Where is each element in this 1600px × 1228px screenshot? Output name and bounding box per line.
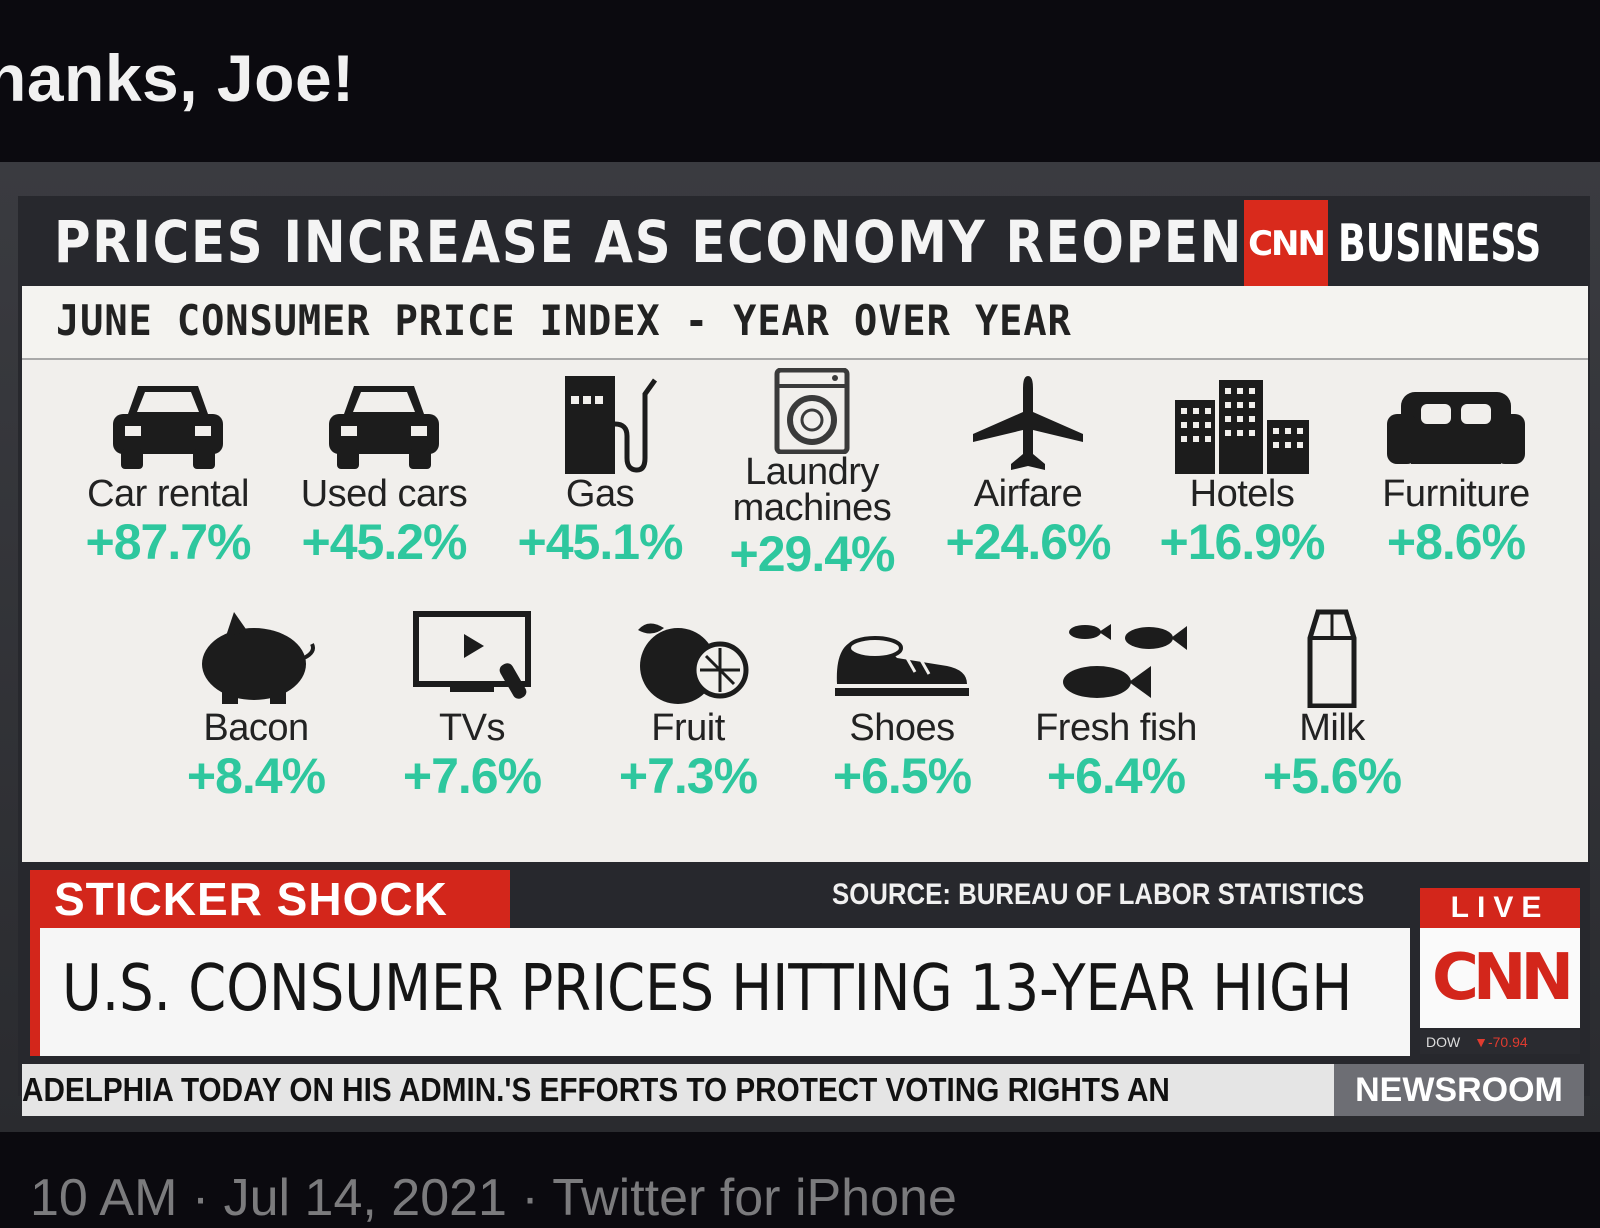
item-bacon: Bacon +8.4% [156, 608, 356, 804]
tv-icon [413, 611, 531, 699]
dow-ticker: DOW ▼-70.94 [1420, 1030, 1580, 1054]
headline-box: U.S. CONSUMER PRICES HITTING 13-YEAR HIG… [30, 928, 1410, 1056]
item-value: +24.6% [945, 514, 1112, 570]
item-value: +45.1% [517, 514, 684, 570]
item-label: Airfare [973, 473, 1083, 515]
cnn-business-logo: CNN [1244, 200, 1328, 288]
item-label: Car rental [87, 473, 249, 515]
item-value: +29.4% [729, 526, 896, 582]
item-hotels: Hotels +16.9% [1142, 374, 1342, 570]
item-label: Fresh fish [1035, 707, 1197, 749]
sofa-icon [1387, 392, 1525, 464]
chyron-tag: STICKER SHOCK [30, 870, 510, 928]
cnn-logo: CNN [1420, 928, 1580, 1028]
footer-partial-text: 10 AM · Jul 14, 2021 · Twitter for iPhon… [30, 1169, 957, 1227]
live-badge: LIVE [1420, 888, 1580, 928]
item-value: +8.6% [1386, 514, 1526, 570]
item-value: +16.9% [1159, 514, 1326, 570]
item-label: Hotels [1189, 473, 1295, 515]
item-value: +6.4% [1046, 748, 1186, 804]
headline-text: U.S. CONSUMER PRICES HITTING 13-YEAR HIG… [62, 952, 1353, 1026]
item-label: Furniture [1382, 473, 1530, 515]
fruit-icon [638, 623, 749, 704]
dow-label: DOW [1426, 1034, 1461, 1050]
car-icon [329, 386, 439, 469]
pig-icon [202, 612, 315, 704]
item-milk: Milk +5.6% [1232, 608, 1432, 804]
source-credit: SOURCE: BUREAU OF LABOR STATISTICS [832, 878, 1365, 911]
item-label: Shoes [849, 707, 955, 749]
item-furniture: Furniture +8.6% [1356, 374, 1556, 570]
buildings-icon [1175, 380, 1309, 474]
item-value: +7.3% [618, 748, 758, 804]
ticker-text: ADELPHIA TODAY ON HIS ADMIN.'S EFFORTS T… [22, 1071, 1170, 1108]
item-value: +5.6% [1262, 748, 1402, 804]
item-airfare: Airfare +24.6% [928, 374, 1128, 570]
item-value: +6.5% [832, 748, 972, 804]
item-label: TVs [438, 707, 506, 749]
item-value: +45.2% [301, 514, 468, 570]
cpi-panel: JUNE CONSUMER PRICE INDEX - YEAR OVER YE… [22, 286, 1588, 862]
item-label: Used cars [300, 473, 468, 515]
shoe-icon [835, 636, 969, 696]
panel-subtitle: JUNE CONSUMER PRICE INDEX - YEAR OVER YE… [56, 296, 1072, 345]
news-ticker: ADELPHIA TODAY ON HIS ADMIN.'S EFFORTS T… [22, 1064, 1334, 1116]
item-value: +87.7% [85, 514, 252, 570]
gas-pump-icon [565, 376, 658, 474]
graphic-title: PRICES INCREASE AS ECONOMY REOPENS [54, 208, 1281, 276]
milk-carton-icon [1307, 609, 1357, 708]
item-label: Gas [565, 473, 635, 515]
item-tvs: TVs +7.6% [372, 608, 572, 804]
item-used-cars: Used cars +45.2% [284, 374, 484, 570]
item-value: +7.6% [402, 748, 542, 804]
item-fresh-fish: Fresh fish +6.4% [1016, 608, 1216, 804]
item-label: Bacon [203, 707, 309, 749]
business-label: BUSINESS [1338, 214, 1542, 274]
subtitle-bar: JUNE CONSUMER PRICE INDEX - YEAR OVER YE… [22, 286, 1588, 360]
airplane-icon [973, 376, 1083, 470]
fish-icon [1063, 624, 1187, 698]
washing-machine-icon [774, 368, 850, 454]
item-value: +8.4% [186, 748, 326, 804]
item-laundry: Laundry machines +29.4% [712, 368, 912, 582]
show-name: NEWSROOM [1334, 1064, 1584, 1116]
item-label: Milk [1299, 707, 1365, 749]
item-label: Fruit [651, 707, 725, 749]
item-fruit: Fruit +7.3% [588, 608, 788, 804]
caption-text: hanks, Joe! [0, 41, 355, 115]
car-icon [113, 386, 223, 469]
item-car-rental: Car rental +87.7% [68, 374, 268, 570]
dow-value: ▼-70.94 [1474, 1034, 1528, 1050]
item-label: Laundry machines [732, 451, 892, 529]
item-gas: Gas +45.1% [500, 374, 700, 570]
item-shoes: Shoes +6.5% [802, 608, 1002, 804]
